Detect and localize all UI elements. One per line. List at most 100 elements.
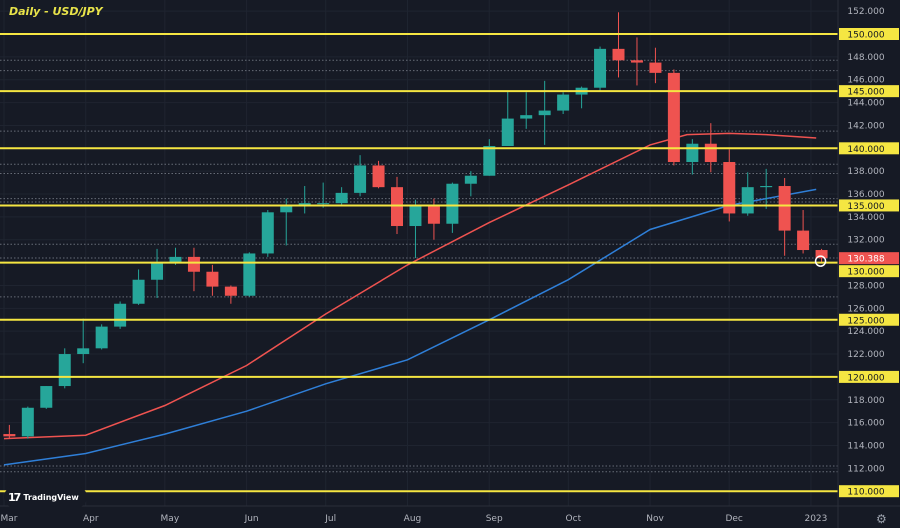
candle-body[interactable]	[280, 205, 293, 213]
price-tick-label: 114.000	[847, 441, 884, 451]
level-price-label: 135.000	[847, 202, 884, 212]
price-tick-label: 116.000	[847, 419, 884, 429]
candle-body[interactable]	[501, 118, 514, 147]
candle-body[interactable]	[815, 250, 828, 259]
candle-body[interactable]	[243, 253, 256, 296]
last-price-tag	[839, 252, 899, 265]
price-tick-label: 142.000	[847, 121, 884, 131]
candle-body[interactable]	[335, 192, 348, 204]
candle-body[interactable]	[704, 143, 717, 163]
settings-gear-icon[interactable]: ⚙	[876, 512, 887, 526]
candle-body[interactable]	[409, 205, 422, 227]
time-tick-label: Jun	[244, 514, 259, 524]
moving-average-fast-line	[3, 132, 817, 440]
price-tick-label: 112.000	[847, 464, 884, 474]
candle-body[interactable]	[557, 94, 570, 111]
level-price-label: 110.000	[847, 488, 884, 498]
candle-body[interactable]	[612, 48, 625, 61]
price-tick-label: 148.000	[847, 53, 884, 63]
candle-body[interactable]	[206, 271, 219, 287]
candle-body[interactable]	[187, 256, 200, 272]
price-tick-label: 128.000	[847, 281, 884, 291]
level-price-label: 125.000	[847, 316, 884, 326]
price-tick-label: 126.000	[847, 304, 884, 314]
candle-body[interactable]	[667, 72, 680, 163]
last-price-label: 130.388	[847, 255, 884, 265]
candle-body[interactable]	[58, 354, 71, 387]
time-tick-label: Jul	[324, 514, 336, 524]
price-tick-label: 134.000	[847, 213, 884, 223]
level-price-tag	[839, 313, 899, 326]
time-tick-label: May	[161, 514, 180, 524]
time-tick-label: Mar	[1, 514, 18, 524]
candle-body[interactable]	[372, 165, 385, 188]
price-tick-label: 138.000	[847, 167, 884, 177]
candle-body[interactable]	[630, 60, 643, 63]
candle-body[interactable]	[427, 205, 440, 224]
candle-body[interactable]	[224, 286, 237, 296]
candle-body[interactable]	[40, 386, 53, 408]
level-price-tag	[839, 265, 899, 278]
candle-body[interactable]	[446, 183, 459, 224]
candle-body[interactable]	[77, 348, 90, 355]
candle-body[interactable]	[723, 162, 736, 214]
price-tick-label: 152.000	[847, 7, 884, 17]
chart-title: Daily - USD/JPY	[9, 5, 103, 18]
tradingview-logo[interactable]: 17 TradingView	[4, 486, 87, 508]
level-price-label: 130.000	[847, 268, 884, 278]
candle-body[interactable]	[594, 48, 607, 88]
candle-body[interactable]	[797, 230, 810, 251]
time-tick-label: Apr	[83, 514, 99, 524]
price-tick-label: 146.000	[847, 76, 884, 86]
candle-body[interactable]	[760, 186, 773, 188]
candle-body[interactable]	[778, 186, 791, 231]
candle-body[interactable]	[464, 175, 477, 184]
candle-body[interactable]	[317, 203, 330, 205]
candle-body[interactable]	[538, 110, 551, 116]
time-tick-label: Sep	[486, 514, 503, 524]
logo-text: TradingView	[23, 492, 79, 502]
candle-body[interactable]	[114, 303, 127, 327]
time-tick-label: Oct	[566, 514, 582, 524]
price-tick-label: 144.000	[847, 99, 884, 109]
candle-body[interactable]	[3, 434, 16, 437]
time-tick-label: Nov	[646, 514, 664, 524]
candle-body[interactable]	[391, 187, 404, 227]
candle-body[interactable]	[21, 407, 34, 437]
candle-body[interactable]	[132, 279, 145, 304]
candle-body[interactable]	[169, 256, 182, 263]
candle-body[interactable]	[741, 187, 754, 214]
level-price-tag	[839, 370, 899, 383]
time-tick-label: Aug	[404, 514, 422, 524]
level-price-label: 150.000	[847, 31, 884, 41]
level-price-tag	[839, 199, 899, 212]
candle-body[interactable]	[354, 165, 367, 193]
moving-average-slow-line	[3, 188, 817, 466]
candle-body[interactable]	[649, 62, 662, 73]
candle-body[interactable]	[520, 115, 533, 119]
level-price-tag	[839, 485, 899, 498]
candle-body[interactable]	[298, 203, 311, 206]
level-price-label: 145.000	[847, 88, 884, 98]
level-price-tag	[839, 28, 899, 40]
price-tick-label: 124.000	[847, 327, 884, 337]
candle-body[interactable]	[483, 146, 496, 176]
candle-body[interactable]	[95, 326, 108, 349]
level-price-tag	[839, 142, 899, 155]
level-price-label: 140.000	[847, 145, 884, 155]
tradingview-mark-icon: 17	[8, 490, 21, 504]
last-price-circle	[814, 255, 827, 267]
time-tick-label: Dec	[725, 514, 742, 524]
candle-body[interactable]	[151, 262, 164, 280]
candle-body[interactable]	[686, 143, 699, 163]
level-price-tag	[839, 85, 899, 98]
time-tick-label: 2023	[804, 514, 827, 524]
price-tick-label: 132.000	[847, 236, 884, 246]
level-price-label: 120.000	[847, 373, 884, 383]
price-tick-label: 122.000	[847, 350, 884, 360]
price-tick-label: 136.000	[847, 190, 884, 200]
candle-body[interactable]	[261, 212, 274, 254]
price-tick-label: 118.000	[847, 396, 884, 406]
